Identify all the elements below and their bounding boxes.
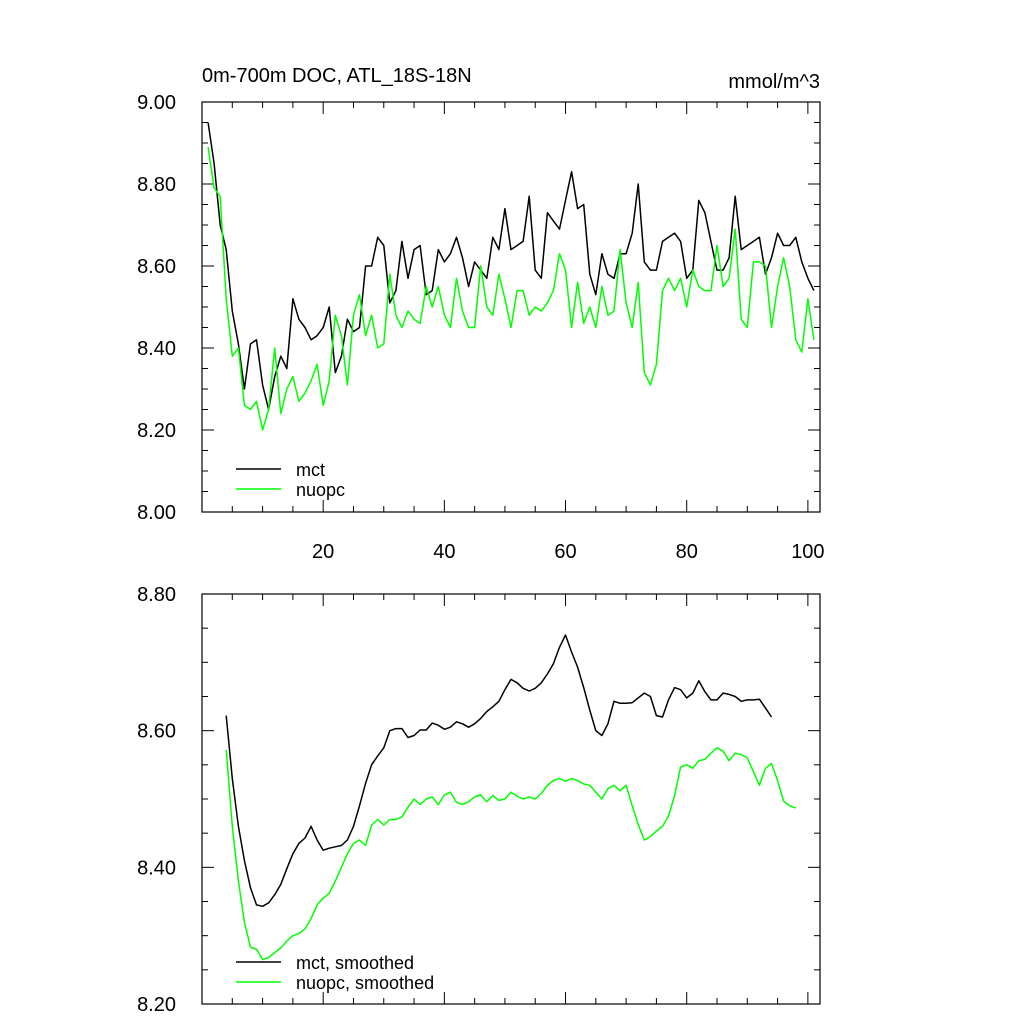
legend-label-nuopc: nuopc: [296, 480, 345, 500]
x-tick-label: 80: [676, 541, 698, 563]
y-tick-label: 8.40: [137, 857, 176, 879]
series-line-mct: [207, 122, 815, 411]
x-tick-label: 100: [791, 541, 824, 563]
units-label: mmol/m^3: [728, 71, 820, 93]
bottom-plot-frame: [201, 593, 821, 1005]
bottom-legend: mct, smoothed nuopc, smoothed: [236, 953, 434, 993]
bottom-tick-labels: 8.20 8.40 8.60 8.80: [137, 584, 176, 1016]
top-ticks: [202, 101, 820, 513]
top-tick-labels: 8.00 8.20 8.40 8.60 8.80 9.00 20 40 60 80 100: [137, 92, 825, 563]
y-tick-label: 8.20: [137, 994, 176, 1016]
y-tick-label: 8.80: [137, 174, 176, 196]
bottom-series: [225, 634, 797, 961]
y-tick-label: 8.60: [137, 721, 176, 743]
y-tick-label: 8.00: [137, 502, 176, 524]
chart-title: 0m-700m DOC, ATL_18S-18N: [202, 65, 472, 87]
legend-label-nuopc-smoothed: nuopc, smoothed: [296, 973, 434, 993]
legend-label-mct-smoothed: mct, smoothed: [296, 953, 414, 973]
x-tick-label: 40: [433, 541, 455, 563]
series-line-mct-smoothed: [225, 634, 773, 908]
y-tick-label: 8.40: [137, 338, 176, 360]
x-tick-label: 20: [312, 541, 334, 563]
bottom-panel: 8.20 8.40 8.60 8.80 mct, smoothed nuopc, sm…: [137, 584, 821, 1016]
x-tick-label: 60: [554, 541, 576, 563]
bottom-ticks: [202, 593, 820, 1005]
y-tick-label: 8.80: [137, 584, 176, 606]
y-tick-label: 9.00: [137, 92, 176, 114]
y-tick-label: 8.20: [137, 420, 176, 442]
top-legend: mct nuopc: [236, 460, 345, 500]
legend-label-mct: mct: [296, 460, 325, 480]
top-series: [207, 122, 815, 431]
series-line-nuopc-smoothed: [225, 747, 797, 961]
top-panel: 8.00 8.20 8.40 8.60 8.80 9.00 20 40 60 80 100 mct …: [137, 92, 825, 563]
series-line-nuopc: [207, 146, 815, 431]
y-tick-label: 8.60: [137, 256, 176, 278]
